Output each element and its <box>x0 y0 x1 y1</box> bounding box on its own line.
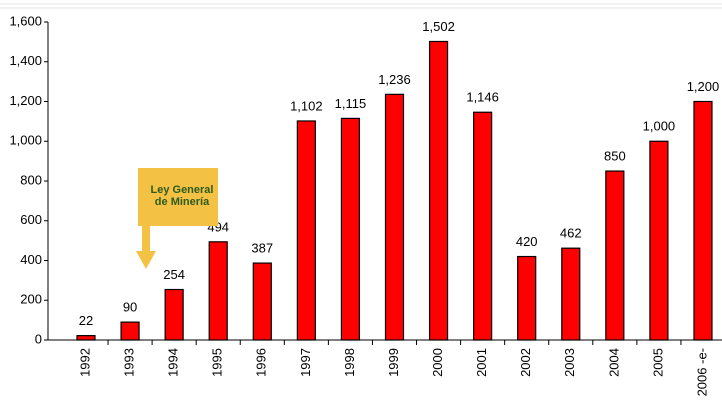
x-tick-label: 1995 <box>210 348 225 377</box>
x-tick-label: 1994 <box>166 348 181 377</box>
value-label: 1,115 <box>335 96 367 111</box>
x-tick-label: 1998 <box>342 348 357 377</box>
bar <box>296 120 316 341</box>
bar <box>340 117 361 341</box>
y-tick-label: 1,200 <box>9 93 42 108</box>
value-label: 1,200 <box>687 79 720 94</box>
y-tick-label: 400 <box>20 252 42 267</box>
x-tick-label: 2004 <box>606 348 621 377</box>
bar <box>605 170 625 341</box>
x-tick-label: 1997 <box>298 348 313 377</box>
x-tick-label: 2000 <box>430 348 445 377</box>
bar <box>649 140 669 341</box>
bar <box>693 100 713 341</box>
annotation-arrow-shaft <box>142 226 150 252</box>
value-label: 22 <box>79 313 93 328</box>
x-tick-label: 2003 <box>562 348 577 377</box>
y-tick-label: 800 <box>20 172 42 187</box>
x-tick-label: 1999 <box>386 348 401 377</box>
x-tick-label: 1993 <box>122 348 137 377</box>
y-tick-label: 1,600 <box>9 13 42 28</box>
bar <box>517 255 537 341</box>
value-label: 1,102 <box>290 98 323 113</box>
y-tick-label: 600 <box>20 212 42 227</box>
value-label: 1,146 <box>466 90 499 105</box>
background-stripes <box>0 3 722 9</box>
value-label: 254 <box>163 267 185 282</box>
x-tick-label: 1992 <box>77 348 92 377</box>
y-tick-label: 1,400 <box>9 53 42 68</box>
x-tick-label: 2002 <box>518 348 533 377</box>
bar <box>164 288 184 341</box>
bar <box>208 241 228 341</box>
value-label: 1,236 <box>378 72 411 87</box>
value-label: 387 <box>251 241 273 256</box>
bar <box>76 335 96 341</box>
bar <box>473 111 493 341</box>
bar <box>561 247 581 341</box>
value-label: 850 <box>604 149 626 164</box>
y-tick-label: 200 <box>20 292 42 307</box>
x-tick-label: 1996 <box>254 348 269 377</box>
bar <box>252 262 272 341</box>
y-tick-label: 1,000 <box>9 133 42 148</box>
value-label: 1,502 <box>422 19 455 34</box>
annotation-box <box>138 168 218 226</box>
bar <box>120 321 140 341</box>
annotation-arrow-head <box>136 251 156 269</box>
value-label: 462 <box>560 226 582 241</box>
annotation-text: Ley General <box>151 184 214 196</box>
value-label: 420 <box>516 234 538 249</box>
value-label: 1,000 <box>643 119 676 134</box>
annotation-text: de Minería <box>155 196 210 208</box>
x-tick-label: 2001 <box>474 348 489 377</box>
x-tick-label: 2005 <box>650 348 665 377</box>
x-tick-label: 2006 -e- <box>694 348 709 396</box>
value-label: 90 <box>123 300 137 315</box>
bar <box>384 93 405 341</box>
y-tick-label: 0 <box>35 331 42 346</box>
bar <box>428 40 449 341</box>
